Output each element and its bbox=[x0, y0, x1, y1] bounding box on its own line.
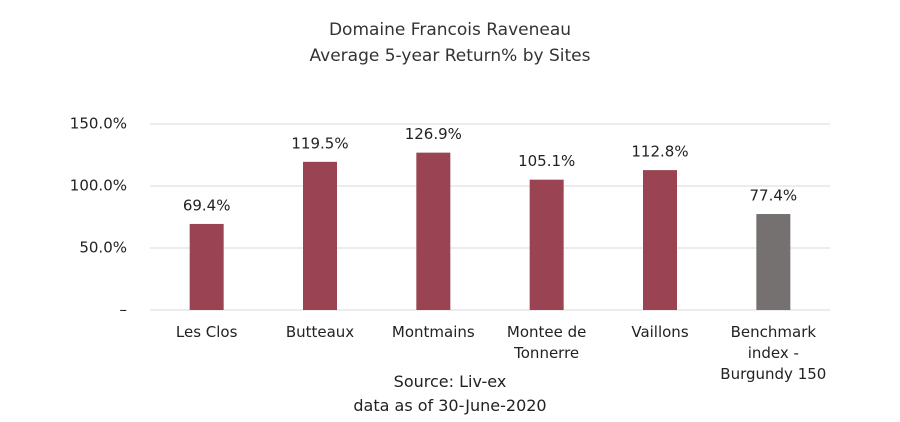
chart-title: Domaine Francois Raveneau bbox=[329, 20, 571, 40]
chart-subtitle: Average 5-year Return% by Sites bbox=[310, 46, 591, 66]
bar bbox=[303, 161, 337, 310]
y-tick-label: 150.0% bbox=[70, 115, 127, 133]
data-label: 105.1% bbox=[518, 152, 575, 170]
bar bbox=[416, 152, 451, 310]
x-tick-label: Montee de Tonnerre bbox=[506, 323, 587, 362]
data-label: 69.4% bbox=[183, 196, 231, 214]
annotation: data as of 30-June-2020 bbox=[353, 396, 547, 415]
annotation: Source: Liv-ex bbox=[393, 372, 507, 391]
data-label: 119.5% bbox=[291, 134, 348, 152]
x-tick-label: Butteaux bbox=[285, 323, 355, 341]
x-tick-label: Montmains bbox=[391, 323, 475, 341]
x-tick-label: Vaillons bbox=[631, 323, 689, 341]
bar bbox=[189, 223, 224, 310]
bar bbox=[529, 179, 564, 310]
x-tick-label: Les Clos bbox=[175, 323, 238, 341]
data-label: 77.4% bbox=[750, 187, 798, 205]
x-tick-label: Benchmark index - Burgundy 150 bbox=[720, 323, 827, 383]
y-tick-label: – bbox=[120, 301, 128, 319]
y-tick-label: 100.0% bbox=[70, 177, 127, 195]
data-label: 126.9% bbox=[405, 125, 462, 143]
data-label: 112.8% bbox=[631, 143, 688, 161]
bar bbox=[756, 214, 791, 310]
y-tick-label: 50.0% bbox=[79, 239, 127, 257]
bar bbox=[643, 170, 677, 310]
